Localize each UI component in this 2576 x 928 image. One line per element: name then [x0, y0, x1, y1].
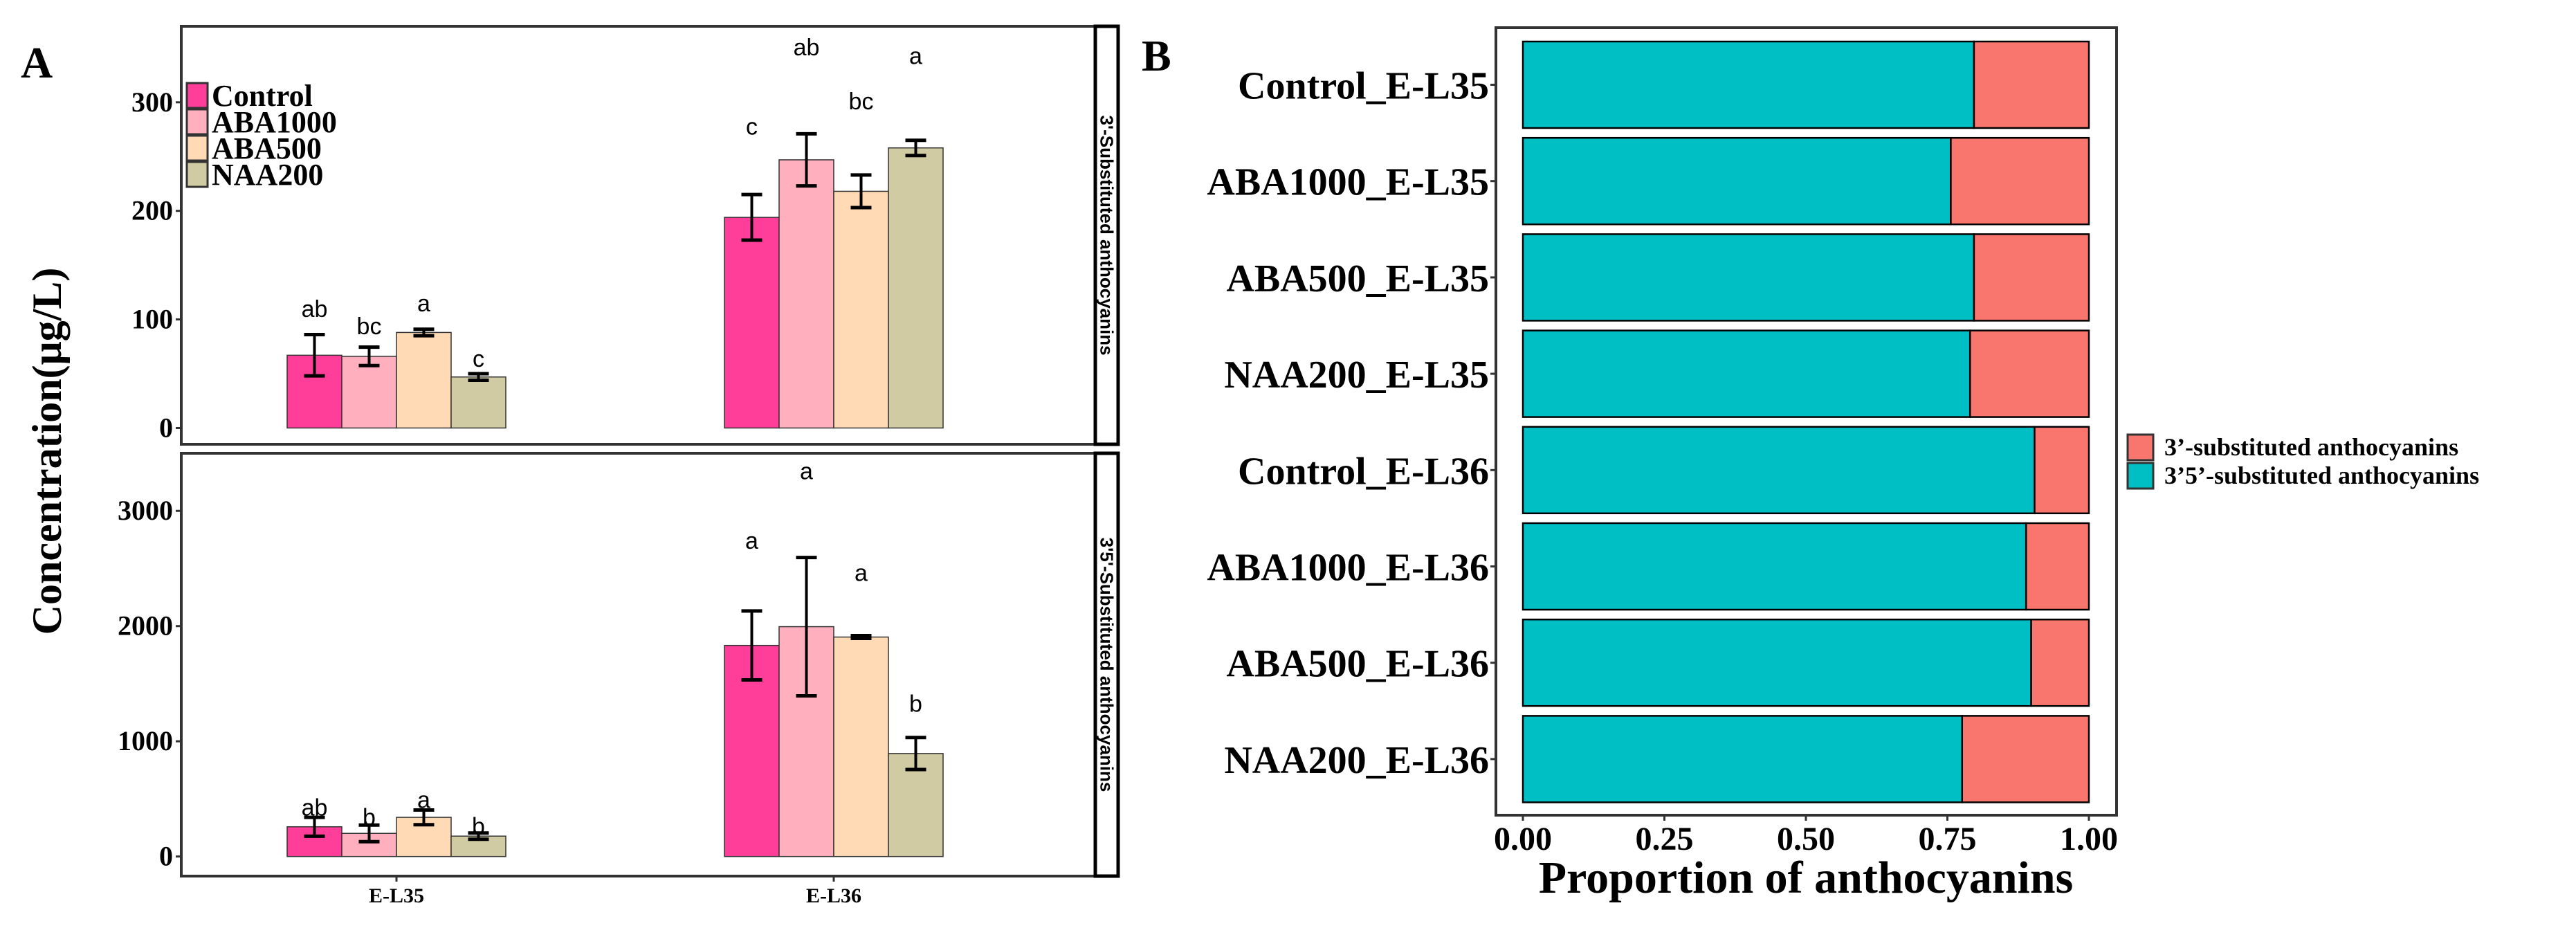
facet-strip-label: 3'-Substituted anthocyanins: [1097, 115, 1117, 355]
significance-letter: a: [855, 560, 868, 586]
panel-a: 3'-Substituted anthocyanins0100200300abc…: [118, 24, 1120, 907]
y-tick-label: 100: [131, 304, 173, 335]
stacked-bar-segment: [2025, 522, 2090, 611]
x-tick-label: 0.75: [1919, 821, 1977, 857]
legend-label: ABA500: [212, 131, 322, 165]
legend-label: NAA200: [212, 158, 323, 192]
x-tick-label: 0.00: [1494, 821, 1552, 857]
legend-label: 3’5’-substituted anthocyanins: [2164, 462, 2479, 489]
x-tick-label: E-L36: [806, 884, 861, 907]
legend-label: ABA1000: [212, 105, 337, 139]
bar: [833, 190, 889, 429]
significance-letter: b: [472, 814, 485, 840]
stacked-bar-segment: [1522, 233, 1975, 322]
y-tick-label: 200: [131, 195, 173, 226]
bar: [724, 217, 780, 429]
y-tick-label: 0: [159, 412, 173, 443]
y-tick-label: 1000: [118, 725, 173, 756]
y-tick-label: ABA500_E-L35: [1226, 257, 1489, 300]
stacked-bar-segment: [1522, 136, 1952, 226]
stacked-bar-segment: [1522, 715, 1964, 803]
stacked-bar-segment: [1522, 522, 2027, 611]
bar: [341, 356, 397, 429]
y-tick-label: 300: [131, 87, 173, 118]
stacked-bar-segment: [2030, 618, 2090, 707]
stacked-bar-segment: [1961, 715, 2090, 803]
legend-label: 3’-substituted anthocyanins: [2164, 433, 2458, 461]
y-tick-label: Control_E-L35: [1238, 65, 1489, 108]
facet-strip: [1093, 451, 1120, 878]
significance-letter: ab: [302, 296, 328, 322]
significance-letter: b: [363, 804, 376, 830]
panel-a-y-axis-title: Concentration(μg/L): [24, 268, 70, 635]
stacked-bar-segment: [1968, 329, 2090, 418]
stacked-bar-segment: [1522, 426, 2036, 515]
y-tick-label: 3000: [118, 495, 173, 526]
panel-b-label: B: [1142, 31, 1171, 80]
y-tick-label: 0: [159, 841, 173, 872]
legend-key: [2126, 462, 2155, 490]
x-tick-label: E-L35: [369, 884, 424, 907]
significance-letter: c: [746, 113, 758, 140]
y-tick-label: ABA1000_E-L36: [1207, 547, 1489, 590]
significance-letter: ab: [794, 35, 820, 61]
stacked-bar-segment: [1950, 136, 2090, 226]
stacked-bar-segment: [1522, 40, 1975, 129]
significance-letter: a: [417, 787, 430, 813]
stacked-bar-segment: [1973, 40, 2090, 129]
significance-letter: ab: [302, 795, 328, 821]
y-tick-label: ABA500_E-L36: [1226, 643, 1489, 686]
legend-key: [185, 108, 209, 136]
y-tick-label: ABA1000_E-L35: [1207, 161, 1489, 204]
facet-strip-label: 3'5'-Substituted anthocyanins: [1097, 538, 1117, 792]
bar: [833, 636, 889, 857]
stacked-bar-segment: [2034, 426, 2090, 515]
facet-strip: [1093, 24, 1120, 446]
bar: [396, 331, 452, 429]
significance-letter: bc: [849, 89, 874, 115]
significance-letter: a: [909, 43, 922, 69]
panel-a-label: A: [21, 38, 53, 87]
bar: [450, 376, 506, 429]
legend-key: [185, 82, 209, 109]
x-tick-label: 0.50: [1777, 821, 1835, 857]
legend-key: [185, 161, 209, 188]
stacked-bar-segment: [1973, 233, 2090, 322]
significance-letter: c: [473, 346, 484, 372]
significance-letter: b: [909, 691, 922, 717]
significance-letter: bc: [357, 313, 382, 340]
x-tick-label: 0.25: [1636, 821, 1694, 857]
bar: [778, 159, 834, 429]
legend-key: [2126, 433, 2155, 462]
panel-b-x-axis-title: Proportion of anthocyanins: [1539, 853, 2074, 903]
significance-letter: a: [417, 291, 430, 317]
legend-label: Control: [212, 79, 313, 113]
y-tick-label: NAA200_E-L35: [1224, 354, 1489, 397]
y-tick-label: Control_E-L36: [1238, 450, 1489, 493]
significance-letter: a: [800, 458, 813, 484]
bar: [888, 147, 944, 429]
legend-key: [185, 134, 209, 162]
stacked-bar-segment: [1522, 618, 2032, 707]
x-tick-label: 1.00: [2060, 821, 2118, 857]
panel-b: Control_E-L35 ABA1000_E-L35 ABA500_E-L35 NA…: [1207, 26, 2479, 857]
y-tick-label: 2000: [118, 610, 173, 642]
y-tick-label: NAA200_E-L36: [1224, 739, 1489, 782]
significance-letter: a: [745, 528, 758, 554]
stacked-bar-segment: [1522, 329, 1971, 418]
